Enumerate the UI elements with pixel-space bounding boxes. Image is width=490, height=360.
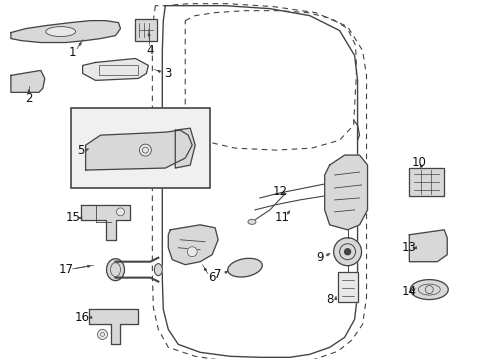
- Text: 11: 11: [274, 211, 290, 224]
- Text: 3: 3: [165, 67, 172, 80]
- Polygon shape: [11, 21, 121, 42]
- Text: 8: 8: [326, 293, 333, 306]
- Ellipse shape: [410, 280, 448, 300]
- Polygon shape: [325, 155, 368, 230]
- Ellipse shape: [46, 27, 75, 37]
- Text: 5: 5: [77, 144, 84, 157]
- Bar: [98, 66, 138, 75]
- Text: 13: 13: [402, 241, 417, 254]
- Text: 12: 12: [272, 185, 287, 198]
- Text: 2: 2: [25, 92, 33, 105]
- Bar: [338, 272, 358, 302]
- Polygon shape: [89, 310, 138, 345]
- Polygon shape: [86, 130, 192, 170]
- Text: 14: 14: [402, 285, 417, 298]
- Polygon shape: [168, 225, 218, 265]
- Bar: [71, 108, 210, 188]
- Text: 1: 1: [69, 46, 76, 59]
- Text: 17: 17: [58, 263, 73, 276]
- Ellipse shape: [154, 264, 162, 276]
- Polygon shape: [175, 128, 195, 168]
- Polygon shape: [83, 58, 148, 80]
- Text: 10: 10: [412, 156, 427, 168]
- Bar: [135, 19, 157, 41]
- Circle shape: [187, 247, 197, 257]
- Text: 16: 16: [75, 311, 90, 324]
- Text: 9: 9: [316, 251, 323, 264]
- Text: 7: 7: [214, 268, 222, 281]
- Circle shape: [98, 329, 107, 339]
- Polygon shape: [11, 71, 45, 92]
- Circle shape: [344, 249, 350, 255]
- Ellipse shape: [248, 219, 256, 224]
- Bar: [338, 272, 358, 302]
- Bar: [135, 19, 157, 41]
- Polygon shape: [81, 205, 130, 240]
- Circle shape: [334, 238, 362, 266]
- Bar: [409, 168, 444, 196]
- Polygon shape: [409, 230, 447, 262]
- Text: 15: 15: [65, 211, 80, 224]
- Circle shape: [117, 208, 124, 216]
- Text: 6: 6: [208, 271, 216, 284]
- Ellipse shape: [106, 259, 124, 280]
- Ellipse shape: [228, 258, 262, 277]
- Bar: [409, 168, 444, 196]
- Circle shape: [140, 144, 151, 156]
- Text: 4: 4: [147, 44, 154, 57]
